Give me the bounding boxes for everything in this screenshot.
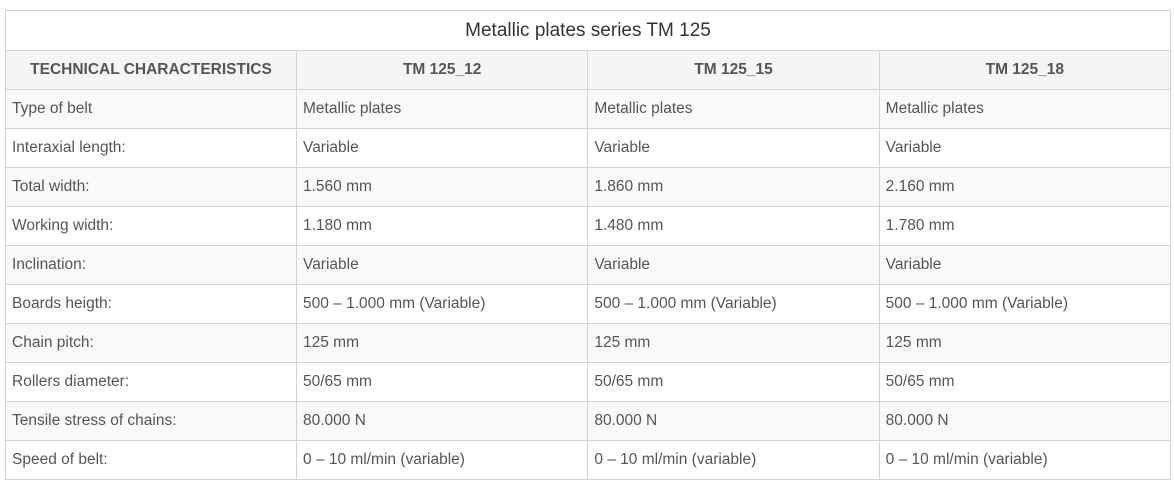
table-body: Type of belt Metallic plates Metallic plat… — [5, 89, 1172, 480]
table-row: Chain pitch: 125 mm 125 mm 125 mm — [5, 323, 1172, 363]
cell: 50/65 mm — [587, 362, 880, 402]
table-row: Interaxial length: Variable Variable Variab… — [5, 128, 1172, 168]
row-label: Total width: — [5, 167, 297, 207]
header-row: TECHNICAL CHARACTERISTICS TM 125_12 TM 125… — [5, 50, 1172, 90]
cell: 1.780 mm — [878, 206, 1172, 246]
cell: 2.160 mm — [878, 167, 1172, 207]
table-row: Tensile stress of chains: 80.000 N 80.000 … — [5, 401, 1172, 441]
cell: Variable — [295, 128, 589, 168]
cell: Variable — [587, 128, 880, 168]
cell: 80.000 N — [878, 401, 1172, 441]
row-label: Interaxial length: — [5, 128, 297, 168]
row-label: Tensile stress of chains: — [5, 401, 297, 441]
header-cell: TECHNICAL CHARACTERISTICS — [5, 50, 297, 90]
header-cell: TM 125_12 — [295, 50, 589, 90]
table-row: Inclination: Variable Variable Variable — [5, 245, 1172, 285]
cell: Variable — [587, 245, 880, 285]
header-cell: TM 125_18 — [878, 50, 1172, 90]
table-row: Working width: 1.180 mm 1.480 mm 1.780 mm — [5, 206, 1172, 246]
table-row: Total width: 1.560 mm 1.860 mm 2.160 mm — [5, 167, 1172, 207]
cell: 0 – 10 ml/min (variable) — [295, 440, 589, 480]
table-title: Metallic plates series TM 125 — [5, 10, 1171, 51]
title-row: Metallic plates series TM 125 — [5, 10, 1171, 51]
cell: 500 – 1.000 mm (Variable) — [587, 284, 880, 324]
row-label: Speed of belt: — [5, 440, 297, 480]
cell: 1.480 mm — [587, 206, 880, 246]
cell: Metallic plates — [878, 89, 1172, 129]
cell: Metallic plates — [295, 89, 589, 129]
cell: 125 mm — [295, 323, 589, 363]
table-row: Speed of belt: 0 – 10 ml/min (variable) 0 … — [5, 440, 1172, 480]
cell: 1.560 mm — [295, 167, 589, 207]
row-label: Rollers diameter: — [5, 362, 297, 402]
row-label: Boards heigth: — [5, 284, 297, 324]
cell: 80.000 N — [295, 401, 589, 441]
row-label: Working width: — [5, 206, 297, 246]
cell: 125 mm — [587, 323, 880, 363]
cell: Variable — [878, 245, 1172, 285]
cell: Variable — [878, 128, 1172, 168]
cell: 50/65 mm — [295, 362, 589, 402]
table-row: Rollers diameter: 50/65 mm 50/65 mm 50/65 m… — [5, 362, 1172, 402]
cell: 80.000 N — [587, 401, 880, 441]
cell: 500 – 1.000 mm (Variable) — [878, 284, 1172, 324]
cell: 50/65 mm — [878, 362, 1172, 402]
row-label: Inclination: — [5, 245, 297, 285]
cell: 1.860 mm — [587, 167, 880, 207]
cell: 125 mm — [878, 323, 1172, 363]
header-cell: TM 125_15 — [587, 50, 880, 90]
cell: 0 – 10 ml/min (variable) — [587, 440, 880, 480]
cell: 1.180 mm — [295, 206, 589, 246]
cell: Variable — [295, 245, 589, 285]
cell: Metallic plates — [587, 89, 880, 129]
specs-table: Metallic plates series TM 125 TECHNICAL … — [5, 10, 1172, 480]
row-label: Chain pitch: — [5, 323, 297, 363]
cell: 500 – 1.000 mm (Variable) — [295, 284, 589, 324]
table-head: Metallic plates series TM 125 TECHNICAL … — [5, 10, 1172, 90]
table-row: Type of belt Metallic plates Metallic plat… — [5, 89, 1172, 129]
cell: 0 – 10 ml/min (variable) — [878, 440, 1172, 480]
row-label: Type of belt — [5, 89, 297, 129]
table-row: Boards heigth: 500 – 1.000 mm (Variable) 5… — [5, 284, 1172, 324]
